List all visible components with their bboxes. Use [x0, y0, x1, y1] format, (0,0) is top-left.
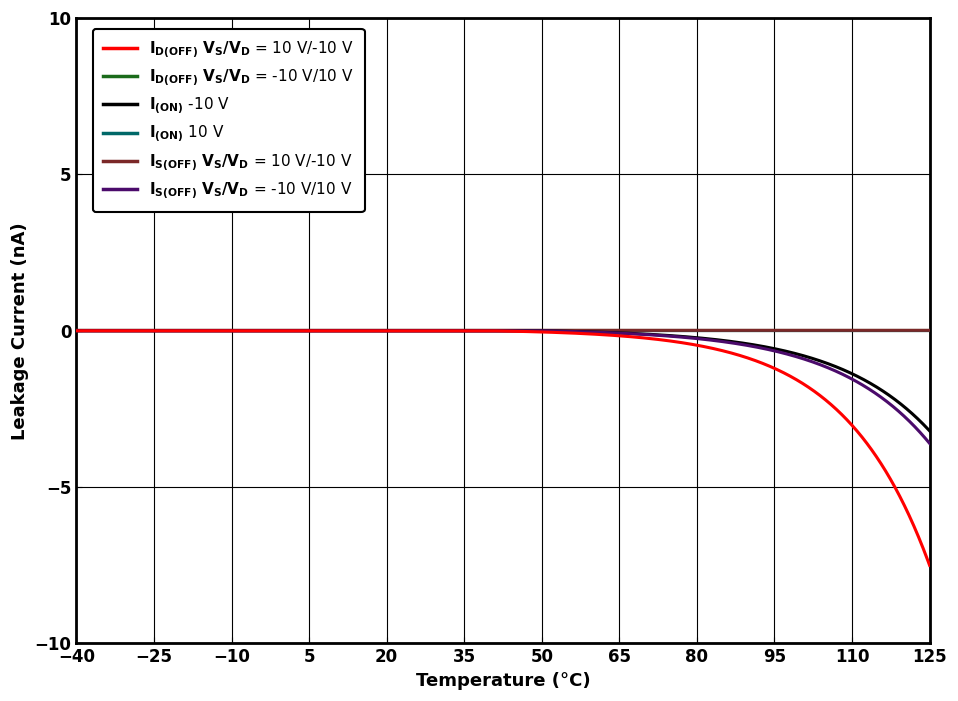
- Legend: $\mathbf{I_{D(OFF)}}$ $\mathbf{V_S/V_D}$ = 10 V/-10 V, $\mathbf{I_{D(OFF)}}$ $\m: $\mathbf{I_{D(OFF)}}$ $\mathbf{V_S/V_D}$…: [93, 29, 364, 212]
- X-axis label: Temperature (°C): Temperature (°C): [416, 672, 590, 690]
- Y-axis label: Leakage Current (nA): Leakage Current (nA): [11, 222, 29, 440]
